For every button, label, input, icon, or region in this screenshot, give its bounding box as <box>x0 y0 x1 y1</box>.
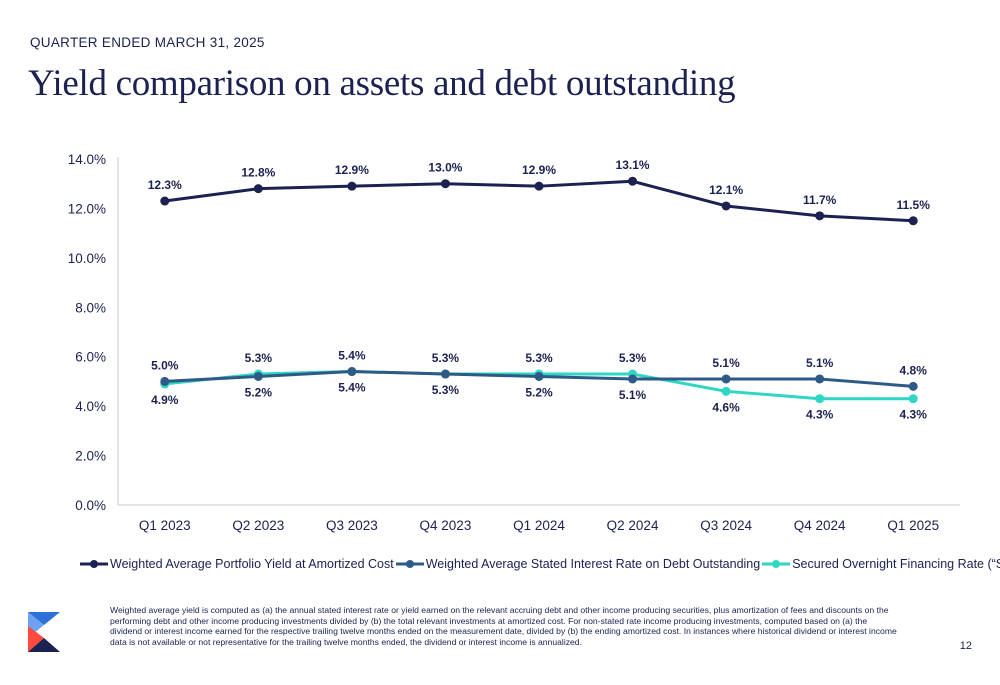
data-label: 11.7% <box>803 193 837 207</box>
data-label: 12.3% <box>148 178 182 192</box>
data-label: 5.3% <box>432 351 460 365</box>
data-label: 12.1% <box>709 183 743 197</box>
y-tick-label: 4.0% <box>75 399 106 414</box>
legend-item-portfolio-yield: Weighted Average Portfolio Yield at Amor… <box>80 557 394 571</box>
y-tick-label: 6.0% <box>75 350 106 365</box>
x-tick-label: Q2 2023 <box>232 518 284 533</box>
legend-item-sofr: Secured Overnight Financing Rate (“SOFR”… <box>762 557 1000 571</box>
y-tick-label: 0.0% <box>75 498 106 513</box>
data-label: 12.9% <box>335 163 369 177</box>
data-point <box>628 176 638 186</box>
data-label: 4.3% <box>806 408 834 422</box>
data-point <box>628 374 638 384</box>
data-point <box>815 394 825 404</box>
data-point <box>440 179 450 189</box>
data-label: 5.3% <box>525 351 553 365</box>
data-label: 5.3% <box>245 351 273 365</box>
legend-marker-debt-rate <box>395 560 424 568</box>
chart-legend: Weighted Average Portfolio Yield at Amor… <box>80 557 1000 571</box>
x-tick-label: Q1 2024 <box>513 518 565 533</box>
page-title: Yield comparison on assets and debt outs… <box>28 63 736 104</box>
data-point <box>253 184 263 194</box>
legend-label-portfolio-yield: Weighted Average Portfolio Yield at Amor… <box>110 557 394 571</box>
legend-marker-portfolio-yield <box>80 560 108 568</box>
data-label: 5.1% <box>619 388 647 402</box>
data-label: 13.1% <box>616 158 650 172</box>
data-label: 4.3% <box>900 408 928 422</box>
x-tick-label: Q1 2023 <box>139 518 191 533</box>
data-point <box>160 376 170 386</box>
data-point <box>347 181 357 191</box>
data-point <box>908 381 918 391</box>
data-label: 13.0% <box>428 161 462 175</box>
data-label: 11.5% <box>897 198 931 212</box>
data-point <box>160 196 170 206</box>
legend-marker-sofr <box>762 560 791 568</box>
data-point <box>721 386 731 396</box>
y-tick-label: 10.0% <box>68 251 106 266</box>
data-point <box>440 369 450 379</box>
eyebrow-text: QUARTER ENDED MARCH 31, 2025 <box>30 35 265 50</box>
x-tick-label: Q4 2023 <box>420 518 472 533</box>
y-tick-label: 8.0% <box>75 300 106 315</box>
data-label: 5.1% <box>806 356 834 370</box>
data-point <box>534 371 544 381</box>
data-label: 4.9% <box>151 393 179 407</box>
data-label: 5.4% <box>338 381 366 395</box>
data-label: 12.8% <box>241 166 275 180</box>
data-label: 5.2% <box>245 385 273 399</box>
data-label: 5.3% <box>432 383 460 397</box>
y-tick-label: 14.0% <box>68 152 106 167</box>
data-point <box>815 211 825 221</box>
data-label: 4.6% <box>712 400 740 414</box>
data-point <box>721 201 731 211</box>
company-logo <box>28 612 60 652</box>
yield-line-chart: 0.0% 2.0% 4.0% 6.0% 8.0% 10.0% 12.0% 14.0% Q1 20… <box>68 152 960 533</box>
x-tick-label: Q2 2024 <box>607 518 659 533</box>
y-tick-label: 12.0% <box>68 201 106 216</box>
x-tick-label: Q3 2024 <box>700 518 752 533</box>
data-label: 4.8% <box>900 363 928 377</box>
data-label: 12.9% <box>522 163 556 177</box>
x-tick-label: Q1 2025 <box>887 518 939 533</box>
data-label: 5.1% <box>712 356 740 370</box>
data-label: 5.2% <box>525 385 553 399</box>
data-point <box>908 394 918 404</box>
data-label: 5.0% <box>151 358 179 372</box>
x-tick-label: Q4 2024 <box>794 518 846 533</box>
legend-item-debt-rate: Weighted Average Stated Interest Rate on… <box>395 557 761 571</box>
y-tick-label: 2.0% <box>75 449 106 464</box>
data-label: 5.4% <box>338 349 366 363</box>
data-point <box>815 374 825 384</box>
data-point <box>721 374 731 384</box>
data-label: 5.3% <box>619 351 647 365</box>
data-point <box>347 367 357 377</box>
data-point <box>534 181 544 191</box>
x-tick-label: Q3 2023 <box>326 518 378 533</box>
page-number: 12 <box>959 640 972 652</box>
data-point <box>908 216 918 226</box>
footnote-text: Weighted average yield is computed as (a… <box>110 605 897 647</box>
data-point <box>253 371 263 381</box>
legend-label-debt-rate: Weighted Average Stated Interest Rate on… <box>425 557 761 571</box>
legend-label-sofr: Secured Overnight Financing Rate (“SOFR”… <box>792 557 1000 571</box>
